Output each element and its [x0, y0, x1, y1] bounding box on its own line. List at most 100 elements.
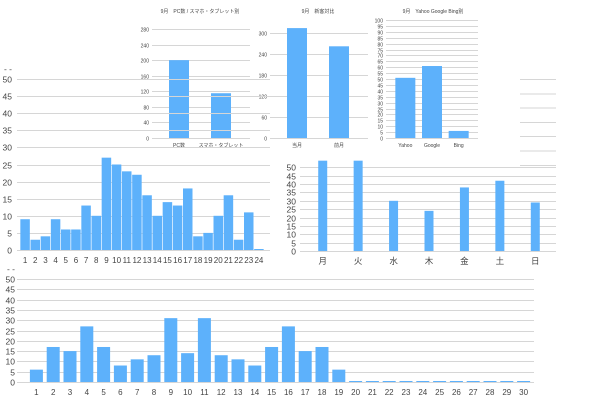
y-tick-label: 10 [287, 229, 297, 239]
y-tick-label: 50 [287, 162, 297, 172]
x-tick-label: 当月 [292, 142, 302, 149]
x-tick-label: 4 [85, 388, 90, 397]
x-tick-label: 11 [123, 256, 132, 265]
bar-2 [46, 346, 60, 382]
x-tick-label: 19 [334, 388, 343, 397]
y-tick-label: 160 [141, 74, 150, 80]
bar-20 [213, 215, 223, 250]
x-tick-label: 前月 [334, 142, 344, 149]
bar-18 [315, 346, 329, 382]
y-tick-label: 35 [3, 125, 13, 135]
y-tick-label: 15 [377, 118, 383, 124]
y-tick-label: 95 [377, 24, 383, 30]
y-tick-label: 80 [143, 105, 149, 111]
x-tick-label: 5 [101, 388, 106, 397]
y-tick-label: 10 [377, 124, 383, 130]
y-tick-label: 25 [6, 326, 16, 336]
bar-19 [203, 232, 213, 250]
x-tick-label: 9 [104, 256, 109, 265]
x-tick-label: 8 [94, 256, 99, 265]
y-tick-label: 85 [377, 36, 383, 42]
x-tick-label: 1 [23, 256, 28, 265]
bar-7 [81, 205, 91, 250]
x-tick-label: Bing [454, 143, 464, 149]
y-tick-label: 80 [377, 42, 383, 48]
bar-3 [40, 236, 51, 250]
x-tick-label: 22 [385, 388, 394, 397]
y-tick-label: 240 [259, 52, 268, 58]
bar-28 [483, 381, 497, 382]
bar-20 [349, 381, 363, 382]
x-tick-label: 21 [368, 388, 377, 397]
x-tick-label: 24 [254, 256, 263, 265]
chart-title: 9月 新客対比 [302, 8, 335, 15]
x-tick-label: 12 [217, 388, 226, 397]
y-tick-label: 5 [10, 367, 15, 377]
bar-15 [265, 346, 279, 382]
bar-スマホ・タブレット [211, 93, 231, 138]
y-tick-label-extra: - - [7, 264, 15, 274]
bar-13 [231, 359, 245, 382]
x-tick-label: 7 [135, 388, 140, 397]
x-tick-label: 10 [183, 388, 192, 397]
bar-3 [63, 351, 77, 382]
bar-24 [254, 249, 264, 250]
y-tick-label: 20 [287, 213, 297, 223]
bar-18 [193, 236, 203, 250]
y-tick-label: 25 [287, 204, 297, 214]
bar-10 [181, 353, 195, 382]
x-tick-label: 12 [132, 256, 141, 265]
y-tick-label-extra: - - [4, 64, 12, 74]
bar-26 [449, 381, 463, 382]
y-tick-label: 25 [377, 107, 383, 113]
x-tick-label: 28 [486, 388, 495, 397]
bar-1 [20, 219, 30, 250]
x-tick-label: 3 [43, 256, 48, 265]
x-tick-label: 13 [143, 256, 152, 265]
bar-14 [152, 215, 162, 250]
y-tick-label: 30 [287, 196, 297, 206]
x-tick-label: 月 [318, 256, 327, 266]
x-tick-label: 17 [301, 388, 310, 397]
x-tick-label: 金 [460, 256, 469, 266]
bar-25 [433, 381, 447, 382]
x-tick-label: Yahoo [398, 143, 412, 149]
y-tick-label: 35 [377, 95, 383, 101]
x-tick-label: 10 [112, 256, 121, 265]
bar-10 [111, 164, 122, 250]
bar-金 [459, 187, 469, 251]
bar-火 [353, 160, 363, 251]
bar-17 [183, 188, 193, 250]
x-tick-label: 9 [169, 388, 174, 397]
y-tick-label: 0 [146, 136, 149, 142]
y-tick-label: 20 [6, 336, 16, 346]
y-tick-label: 70 [377, 53, 383, 59]
x-tick-label: 5 [64, 256, 69, 265]
y-tick-label: 65 [377, 59, 383, 65]
bar-13 [142, 195, 152, 250]
bar-水 [389, 200, 399, 251]
bar-11 [122, 171, 132, 250]
x-tick-label: 木 [425, 256, 434, 266]
bar-11 [197, 318, 211, 382]
y-tick-label: 40 [3, 108, 13, 118]
bar-23 [244, 212, 254, 250]
y-tick-label: 60 [377, 65, 383, 71]
x-tick-label: 14 [153, 256, 162, 265]
bar-4 [50, 219, 61, 250]
bar-23 [399, 381, 413, 382]
bar-5 [97, 346, 111, 382]
y-tick-label: 5 [7, 228, 12, 238]
y-tick-label: 30 [377, 101, 383, 107]
bar-14 [248, 365, 262, 382]
y-tick-label: 0 [291, 246, 296, 256]
bar-7 [130, 359, 144, 382]
bar-8 [91, 215, 101, 250]
y-tick-label: 50 [377, 77, 383, 83]
y-tick-label: 20 [377, 112, 383, 118]
bar-前月 [329, 46, 349, 138]
bar-月 [318, 160, 328, 251]
bar-2 [30, 239, 40, 250]
x-tick-label: 11 [200, 388, 209, 397]
